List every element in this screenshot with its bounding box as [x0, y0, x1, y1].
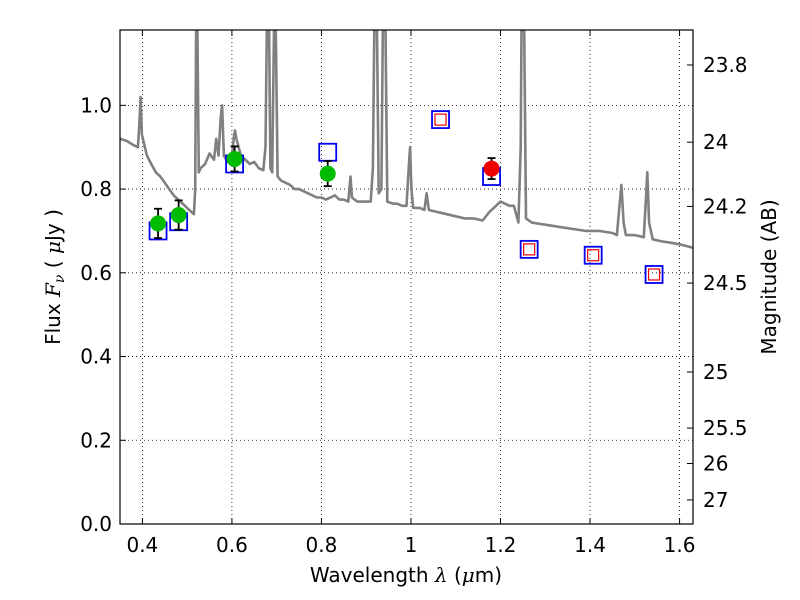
upper-limit-inner-square: [587, 249, 600, 262]
y2-tick-label: 25.5: [703, 416, 748, 440]
observed-point: [226, 150, 243, 167]
y2-tick-label: 24.2: [703, 194, 748, 218]
x-tick-label: 0.6: [216, 533, 248, 557]
y2-tick-label: 26: [703, 451, 728, 475]
observed-point: [483, 160, 500, 177]
model-spectrum-line: [120, 30, 693, 249]
y2-axis-label: Magnitude (AB): [757, 199, 781, 354]
upper-limit-outer-square: [519, 239, 539, 259]
x-tick-label: 1.4: [574, 533, 606, 557]
y-tick-label: 0.8: [80, 177, 112, 201]
y-axis-nu: ν: [52, 274, 68, 283]
y-tick-label: 0.6: [80, 261, 112, 285]
y2-tick-label: 27: [703, 488, 728, 512]
ticks: 0.4 0.6 0.8 1 1.2 1.4 1.6 0.0 0.2 0.4 0.6 0.8 1.0 23.…: [80, 30, 748, 557]
x-axis-mu: μ: [462, 563, 475, 587]
observed-point: [150, 215, 167, 232]
points-layer: [148, 110, 664, 284]
upper-limit-outer-square: [644, 265, 664, 284]
x-tick-label: 1.2: [485, 533, 517, 557]
x-tick-label: 0.4: [126, 533, 158, 557]
y-tick-label: 0.2: [80, 428, 112, 452]
x-tick-label: 1.6: [664, 533, 696, 557]
y-tick-label: 1.0: [80, 93, 112, 117]
observed-point: [170, 207, 187, 224]
y2-tick-label: 25: [703, 360, 728, 384]
y-axis-label: Flux Fν ( μJy ): [41, 209, 68, 345]
y-tick-label: 0.4: [80, 345, 112, 369]
upper-limit-inner-square: [647, 268, 661, 281]
plot-frame: [119, 29, 694, 525]
upper-limit-inner-square: [434, 113, 447, 126]
x-axis-lambda: λ: [434, 563, 448, 587]
x-tick-label: 1: [405, 533, 418, 557]
y2-tick-label: 24: [703, 130, 728, 154]
x-tick-label: 0.8: [306, 533, 338, 557]
y-tick-label: 0.0: [80, 512, 112, 536]
upper-limit-outer-square: [431, 110, 450, 129]
y-axis-F: F: [41, 282, 65, 298]
spectrum-layer: [120, 30, 693, 249]
upper-limit-inner-square: [523, 243, 536, 256]
plot-background: [120, 30, 693, 524]
y2-tick-label: 24.5: [703, 271, 748, 295]
observed-point: [319, 165, 336, 182]
upper-limit-outer-square: [583, 245, 603, 265]
y-axis-mu: μ: [41, 241, 65, 254]
y2-tick-label: 23.8: [703, 53, 748, 77]
x-axis-label: Wavelength λ (μm): [310, 563, 502, 587]
